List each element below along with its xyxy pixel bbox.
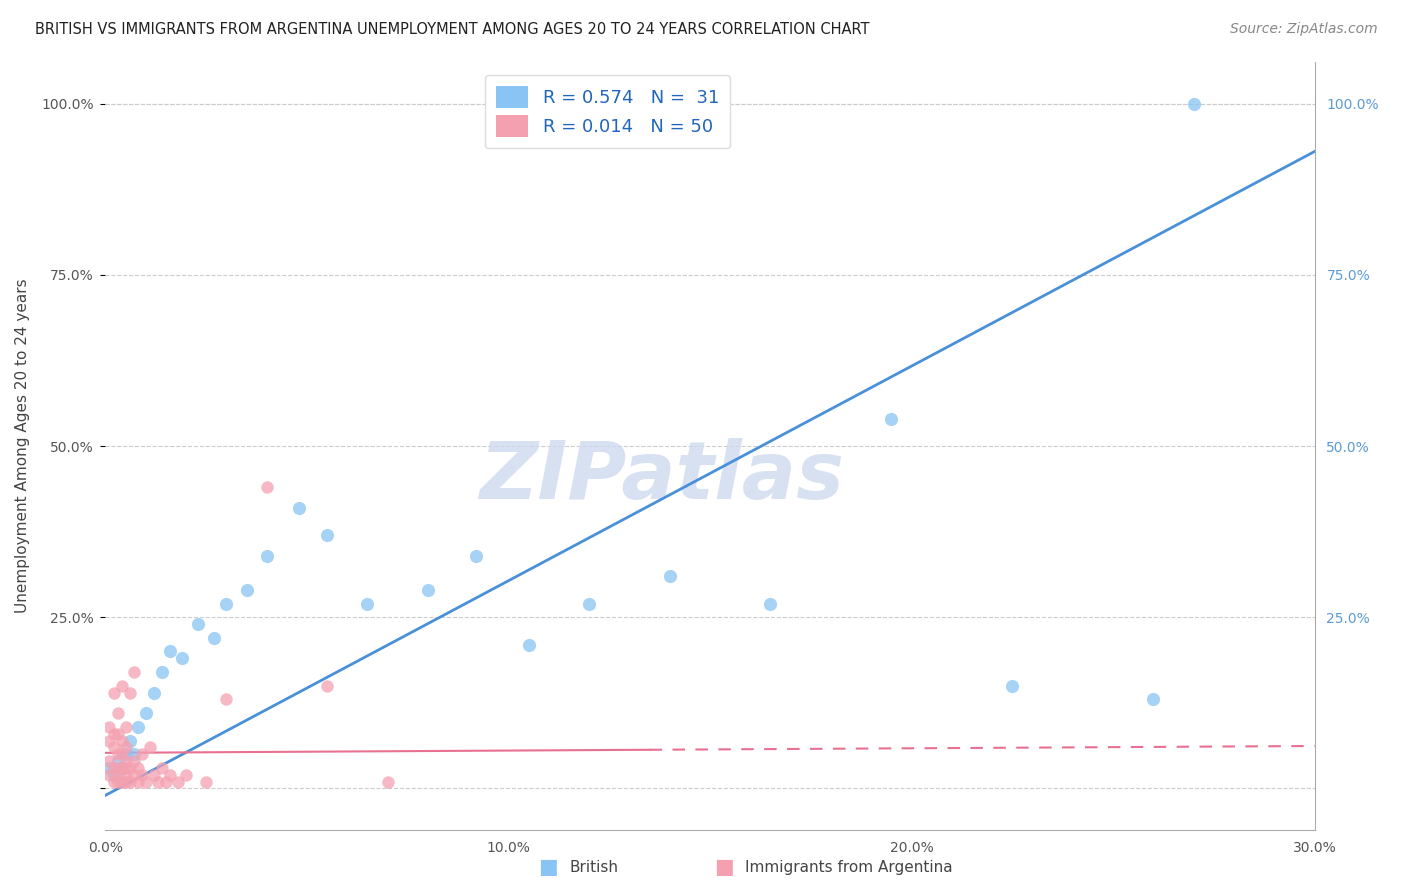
Point <box>122 747 145 762</box>
Point <box>103 774 125 789</box>
Point <box>110 679 132 693</box>
Point <box>118 685 141 699</box>
Point <box>122 754 145 768</box>
Point <box>170 651 193 665</box>
Point <box>150 665 173 679</box>
Point <box>517 638 540 652</box>
Point <box>107 754 129 768</box>
Point <box>114 720 136 734</box>
Point <box>114 740 136 755</box>
Point <box>103 685 125 699</box>
Point <box>150 761 173 775</box>
Point <box>118 761 141 775</box>
Point <box>131 768 153 782</box>
Point <box>122 665 145 679</box>
Point <box>103 740 125 755</box>
Point <box>159 768 181 782</box>
Point <box>146 774 169 789</box>
Point <box>131 747 153 762</box>
Point <box>256 549 278 563</box>
Point <box>110 774 132 789</box>
Point <box>127 774 149 789</box>
Point <box>110 747 132 762</box>
Point <box>103 761 125 775</box>
Point <box>187 617 209 632</box>
Point <box>215 692 238 706</box>
Point <box>98 720 121 734</box>
Point <box>174 768 197 782</box>
Point <box>98 761 121 775</box>
Point <box>107 706 129 720</box>
Point <box>135 774 157 789</box>
Point <box>107 747 129 762</box>
Point <box>1182 96 1205 111</box>
Point <box>142 685 165 699</box>
Point <box>155 774 177 789</box>
Point <box>114 768 136 782</box>
Point <box>235 582 257 597</box>
Point <box>465 549 488 563</box>
Point <box>103 726 125 740</box>
Point <box>127 720 149 734</box>
Point <box>316 679 339 693</box>
Point <box>377 774 399 789</box>
Point <box>98 754 121 768</box>
Point <box>110 761 132 775</box>
Text: Immigrants from Argentina: Immigrants from Argentina <box>745 860 953 874</box>
Point <box>1001 679 1024 693</box>
Point <box>122 768 145 782</box>
Point <box>118 733 141 747</box>
Point <box>195 774 218 789</box>
Point <box>316 528 339 542</box>
Point <box>118 774 141 789</box>
Point <box>202 631 225 645</box>
Legend: R = 0.574   N =  31, R = 0.014   N = 50: R = 0.574 N = 31, R = 0.014 N = 50 <box>485 75 730 148</box>
Point <box>127 761 149 775</box>
Text: Source: ZipAtlas.com: Source: ZipAtlas.com <box>1230 22 1378 37</box>
Point <box>759 597 782 611</box>
Point <box>658 569 681 583</box>
Text: British: British <box>569 860 619 874</box>
Point <box>114 754 136 768</box>
Point <box>107 768 129 782</box>
Point <box>107 726 129 740</box>
Text: ZIPatlas: ZIPatlas <box>479 438 844 516</box>
Point <box>288 500 311 515</box>
Point <box>114 747 136 762</box>
Point <box>880 411 903 425</box>
Point <box>110 761 132 775</box>
Point <box>356 597 378 611</box>
Point <box>578 597 600 611</box>
Point <box>159 644 181 658</box>
Point <box>114 774 136 789</box>
Point <box>142 768 165 782</box>
Point <box>107 774 129 789</box>
Point <box>215 597 238 611</box>
Point <box>110 733 132 747</box>
Point <box>139 740 162 755</box>
Point <box>1142 692 1164 706</box>
Point <box>167 774 190 789</box>
Point <box>256 480 278 494</box>
Text: ■: ■ <box>714 857 734 877</box>
Point <box>107 761 129 775</box>
Point <box>135 706 157 720</box>
Point <box>114 761 136 775</box>
Point <box>103 768 125 782</box>
Y-axis label: Unemployment Among Ages 20 to 24 years: Unemployment Among Ages 20 to 24 years <box>15 278 30 614</box>
Text: BRITISH VS IMMIGRANTS FROM ARGENTINA UNEMPLOYMENT AMONG AGES 20 TO 24 YEARS CORR: BRITISH VS IMMIGRANTS FROM ARGENTINA UNE… <box>35 22 870 37</box>
Point <box>416 582 439 597</box>
Point <box>98 733 121 747</box>
Point <box>98 768 121 782</box>
Text: ■: ■ <box>538 857 558 877</box>
